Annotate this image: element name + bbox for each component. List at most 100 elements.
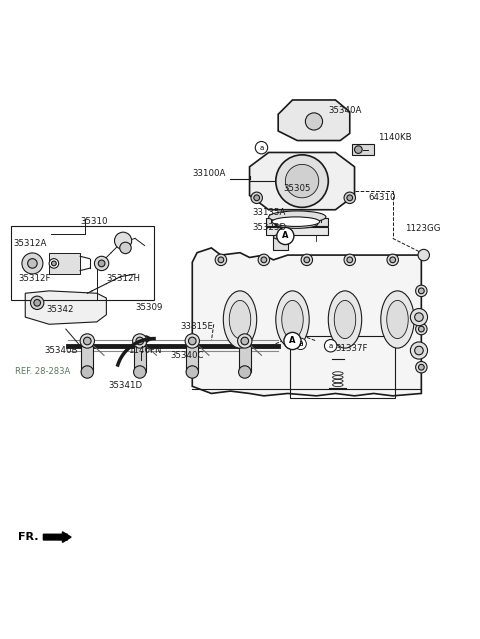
Circle shape [415, 313, 423, 321]
FancyArrow shape [43, 532, 71, 543]
Text: 35340A: 35340A [328, 106, 361, 115]
Text: 35309: 35309 [135, 303, 162, 312]
Circle shape [95, 256, 109, 270]
Circle shape [98, 260, 105, 266]
Ellipse shape [334, 300, 356, 339]
Text: 35325D: 35325D [252, 224, 286, 233]
Circle shape [255, 141, 268, 154]
Polygon shape [25, 291, 107, 324]
Text: 1123GG: 1123GG [405, 224, 440, 233]
Circle shape [416, 362, 427, 373]
Circle shape [415, 346, 423, 355]
Circle shape [418, 249, 430, 261]
Circle shape [238, 334, 252, 348]
Circle shape [34, 300, 40, 306]
Text: 35305: 35305 [283, 184, 311, 193]
Text: 1140KB: 1140KB [378, 133, 412, 142]
Text: 35310: 35310 [80, 217, 108, 226]
Circle shape [355, 146, 362, 153]
Bar [81, 346, 94, 372]
Circle shape [80, 334, 95, 348]
Circle shape [28, 259, 37, 268]
Text: A: A [282, 231, 288, 240]
Bar [274, 237, 288, 250]
Text: a: a [259, 144, 264, 151]
Ellipse shape [223, 291, 257, 348]
Circle shape [239, 366, 251, 378]
Bar [266, 218, 328, 226]
Circle shape [49, 259, 59, 268]
Circle shape [133, 366, 146, 378]
Text: FR.: FR. [18, 532, 38, 542]
Polygon shape [250, 153, 355, 210]
Circle shape [115, 232, 132, 249]
Ellipse shape [276, 291, 309, 348]
Ellipse shape [269, 211, 326, 223]
Circle shape [186, 366, 199, 378]
Text: 35312A: 35312A [13, 238, 47, 248]
Circle shape [241, 337, 249, 345]
Circle shape [416, 323, 427, 335]
Circle shape [304, 257, 310, 263]
Text: 33135A: 33135A [252, 208, 285, 217]
Bar [266, 227, 328, 235]
Circle shape [410, 309, 428, 326]
Circle shape [22, 253, 43, 274]
Circle shape [324, 339, 337, 352]
Circle shape [185, 334, 199, 348]
Bar [239, 346, 251, 372]
Circle shape [276, 155, 328, 207]
Circle shape [132, 334, 147, 348]
Bar [133, 346, 146, 372]
Bar [11, 226, 154, 300]
Circle shape [189, 337, 196, 345]
Circle shape [390, 257, 396, 263]
Circle shape [215, 254, 227, 266]
Circle shape [81, 366, 94, 378]
Text: 35340C: 35340C [171, 351, 204, 360]
Circle shape [84, 337, 91, 345]
Ellipse shape [387, 300, 408, 339]
Ellipse shape [275, 220, 318, 228]
Polygon shape [278, 100, 350, 141]
Text: 35312F: 35312F [18, 274, 50, 284]
Circle shape [344, 254, 356, 266]
Circle shape [136, 337, 144, 345]
Circle shape [295, 338, 306, 350]
Text: 33100A: 33100A [192, 169, 226, 178]
Circle shape [347, 257, 353, 263]
Text: 35341D: 35341D [109, 381, 143, 390]
Bar [352, 144, 373, 155]
Circle shape [410, 342, 428, 359]
Circle shape [305, 113, 323, 130]
Circle shape [419, 364, 424, 370]
Text: 31337F: 31337F [336, 344, 368, 353]
Circle shape [251, 192, 263, 204]
Circle shape [419, 326, 424, 332]
Ellipse shape [328, 291, 362, 348]
Circle shape [284, 332, 301, 350]
Text: a: a [298, 339, 303, 348]
Circle shape [261, 257, 267, 263]
Circle shape [51, 261, 56, 266]
Text: 64310: 64310 [369, 194, 396, 203]
Bar [290, 336, 395, 398]
Ellipse shape [272, 217, 320, 226]
Ellipse shape [229, 300, 251, 339]
Circle shape [301, 254, 312, 266]
Text: 35340B: 35340B [44, 346, 78, 355]
Circle shape [387, 254, 398, 266]
Circle shape [218, 257, 224, 263]
Text: a: a [328, 343, 333, 349]
Ellipse shape [381, 291, 414, 348]
Bar [186, 346, 199, 372]
Circle shape [258, 254, 270, 266]
Bar [290, 114, 307, 127]
Polygon shape [192, 248, 421, 396]
Circle shape [31, 296, 44, 309]
Circle shape [285, 164, 319, 198]
Bar [49, 253, 80, 274]
Circle shape [416, 285, 427, 296]
Text: REF. 28-283A: REF. 28-283A [15, 367, 70, 376]
Circle shape [254, 195, 260, 201]
